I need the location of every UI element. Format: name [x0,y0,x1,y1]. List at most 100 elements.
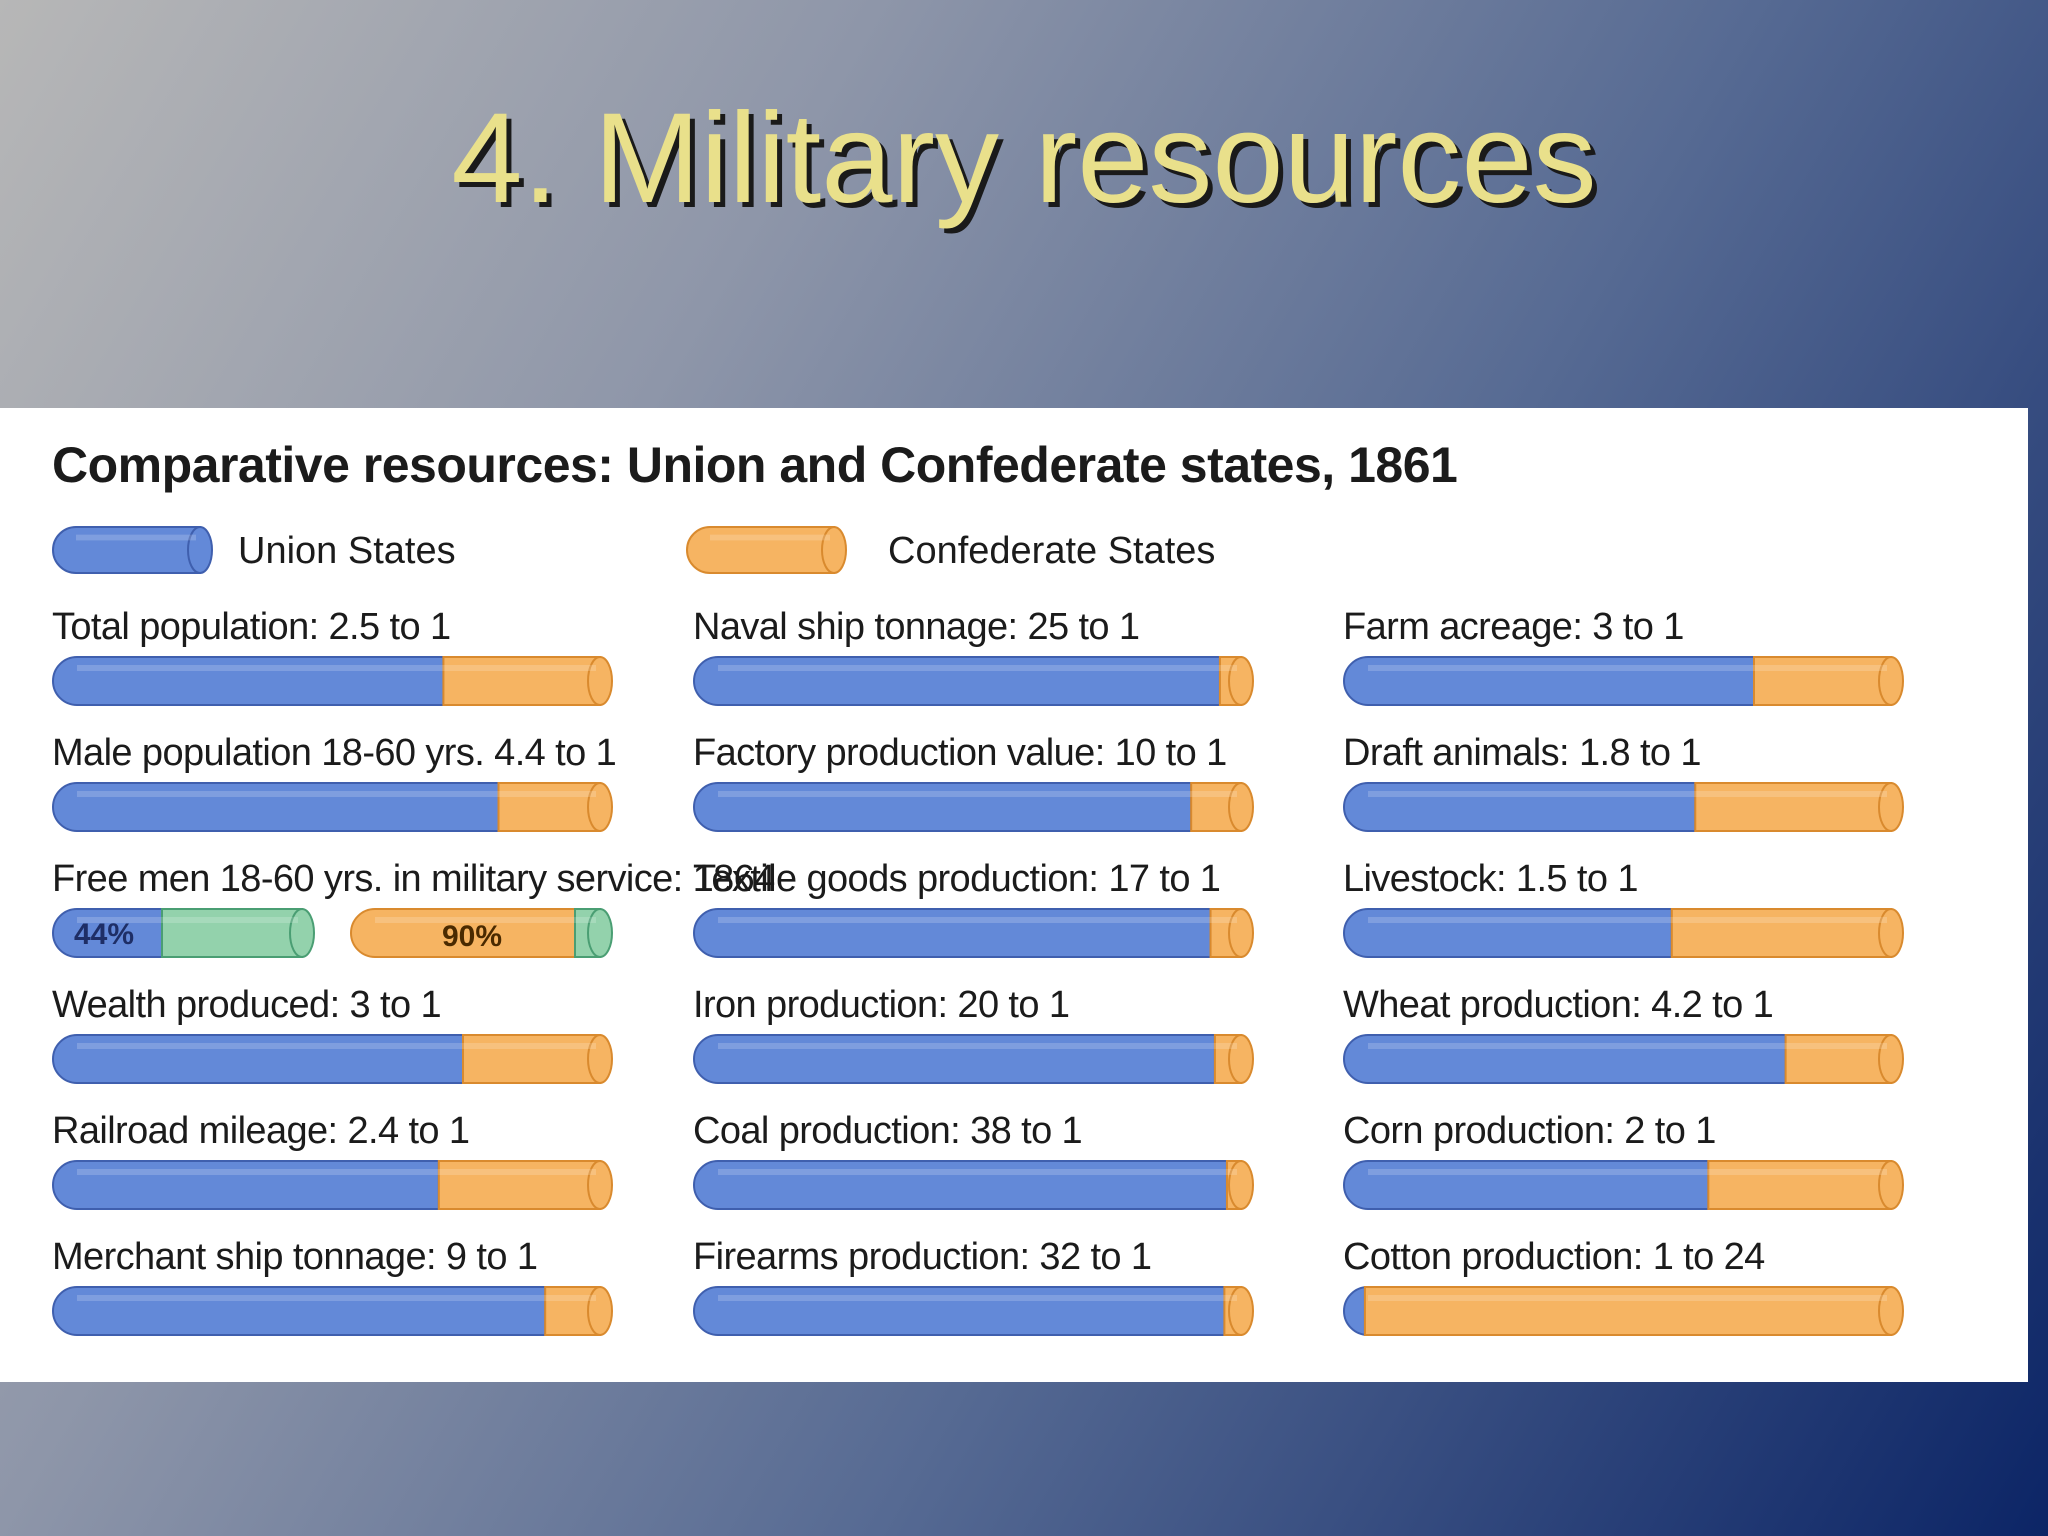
resource-label: Textile goods production: 17 to 1 [693,858,1221,900]
union-bar [1343,908,1673,958]
confederate-bar [1784,1034,1892,1084]
resource-end-cap [1228,1034,1254,1084]
union-bar [693,782,1193,832]
resource-end-cap [1228,1160,1254,1210]
resource-sheen [77,791,596,797]
resource-item: Merchant ship tonnage: 9 to 1 [52,1236,652,1362]
confederate-bar [442,656,601,706]
union-bar [1343,1160,1710,1210]
resource-end-cap [1878,1034,1904,1084]
resource-end-cap [587,1034,613,1084]
confederate-bar [1670,908,1892,958]
resource-bar [52,1160,613,1210]
resource-bar [693,908,1254,958]
resource-sheen [1368,1169,1887,1175]
resource-bar [693,656,1254,706]
resource-end-cap [1878,908,1904,958]
resource-sheen [718,791,1237,797]
legend-union-sheen [76,534,196,541]
legend-union-label: Union States [238,530,456,572]
resource-label: Firearms production: 32 to 1 [693,1236,1152,1278]
resource-bar [52,1286,613,1336]
resource-sheen [1368,1295,1887,1301]
resource-label: Iron production: 20 to 1 [693,984,1070,1026]
resource-end-cap [587,1286,613,1336]
resource-bar [52,782,613,832]
confederate-service-pct-label: 90% [442,920,502,953]
resource-item: Corn production: 2 to 1 [1343,1110,1943,1236]
resource-end-cap [1878,782,1904,832]
resource-bar [1343,1286,1904,1336]
union-bar [52,1160,440,1210]
resource-item: Coal production: 38 to 1 [693,1110,1293,1236]
resource-label: Coal production: 38 to 1 [693,1110,1083,1152]
union-bar [52,1034,464,1084]
resource-sheen [1368,791,1887,797]
resource-end-cap [1878,656,1904,706]
resource-label: Merchant ship tonnage: 9 to 1 [52,1236,538,1278]
resource-sheen [77,1295,596,1301]
resource-label: Cotton production: 1 to 24 [1343,1236,1765,1278]
union-bar [1343,656,1755,706]
resource-end-cap [587,656,613,706]
union-bar [1343,782,1697,832]
resource-bar [1343,1160,1904,1210]
resource-bar [1343,908,1904,958]
legend-confederate-bar [686,526,835,574]
resource-label: Total population: 2.5 to 1 [52,606,451,648]
legend-confederate-label: Confederate States [888,530,1216,572]
resource-bar [693,1160,1254,1210]
confederate-bar [462,1034,601,1084]
resource-item: Wheat production: 4.2 to 1 [1343,984,1943,1110]
resource-end-cap [1228,782,1254,832]
resource-bar: 44% 90% [52,908,613,958]
resource-label: Naval ship tonnage: 25 to 1 [693,606,1140,648]
resource-label: Corn production: 2 to 1 [1343,1110,1716,1152]
resource-bar [1343,656,1904,706]
confederate-bar [437,1160,601,1210]
legend-union-swatch [52,526,213,574]
union-bar [693,908,1212,958]
legend-confederate-swatch [686,526,847,574]
union-service-pct-label: 44% [74,918,134,951]
slide-title: 4. Military resources [451,87,1597,230]
confederate-service-bar [350,908,576,958]
resource-bar [693,782,1254,832]
resource-bar [1343,782,1904,832]
chart-title: Comparative resources: Union and Confede… [52,437,1458,493]
resource-sheen [718,1295,1237,1301]
resource-sheen [1368,917,1887,923]
resource-item: Farm acreage: 3 to 1 [1343,606,1943,732]
resource-bar [52,656,613,706]
chart-panel: Comparative resources: Union and Confede… [0,408,2028,1382]
resource-item: Firearms production: 32 to 1 [693,1236,1293,1362]
resource-item: Free men 18-60 yrs. in military service:… [52,858,775,984]
resource-sheen [1368,665,1887,671]
union-bar [693,656,1221,706]
union-bar [52,1286,547,1336]
resource-end-cap [1228,908,1254,958]
resource-item: Railroad mileage: 2.4 to 1 [52,1110,652,1236]
resource-bar [693,1034,1254,1084]
resource-item: Livestock: 1.5 to 1 [1343,858,1943,984]
union-bar [693,1160,1228,1210]
resource-label: Male population 18-60 yrs. 4.4 to 1 [52,732,617,774]
union-service-sheen [77,917,298,923]
resource-label: Farm acreage: 3 to 1 [1343,606,1684,648]
union-bar [52,656,445,706]
confederate-bar [1694,782,1892,832]
union-service-end-cap [289,908,315,958]
confederate-bar [497,782,601,832]
resource-end-cap [1878,1160,1904,1210]
resource-end-cap [1878,1286,1904,1336]
resource-item: Textile goods production: 17 to 1 [693,858,1293,984]
legend-union-end-cap [187,526,213,574]
resource-label: Free men 18-60 yrs. in military service:… [52,858,775,900]
confederate-bar [1363,1286,1892,1336]
resource-end-cap [587,782,613,832]
resource-end-cap [587,1160,613,1210]
confederate-service-end-cap [587,908,613,958]
resource-end-cap [1228,1286,1254,1336]
resource-item: Wealth produced: 3 to 1 [52,984,652,1110]
resource-bar [1343,1034,1904,1084]
